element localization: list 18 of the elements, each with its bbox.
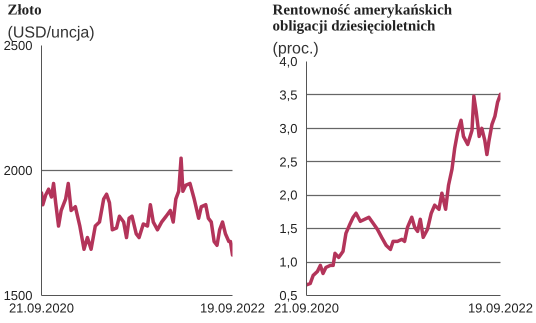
y-tick-label: 1500 <box>4 288 32 303</box>
line-series <box>42 156 232 257</box>
y-tick-label: 1,0 <box>279 254 298 270</box>
y-tick-label: 2,5 <box>279 154 298 170</box>
x-tick-label: 21.09.2020 <box>274 300 340 316</box>
x-tick-label: 19.09.2022 <box>200 300 266 316</box>
y-tick-label: 0,5 <box>279 288 298 303</box>
chart-title: Złoto <box>8 2 42 18</box>
y-tick-label: 3,0 <box>279 120 298 136</box>
line-series <box>306 92 500 287</box>
y-tick-label: 2000 <box>4 163 32 178</box>
y-tick-label: 2,0 <box>279 188 298 203</box>
x-tick-label: 21.09.2020 <box>8 300 74 316</box>
chart-subtitle: (USD/uncja) <box>8 24 95 42</box>
chart-title: Rentowność amerykańskich obligacji dziesięcioletnich <box>272 2 453 34</box>
x-tick-label: 19.09.2022 <box>468 300 534 316</box>
y-tick-label: 1,5 <box>279 221 298 236</box>
y-tick-label: 3,5 <box>279 87 298 102</box>
